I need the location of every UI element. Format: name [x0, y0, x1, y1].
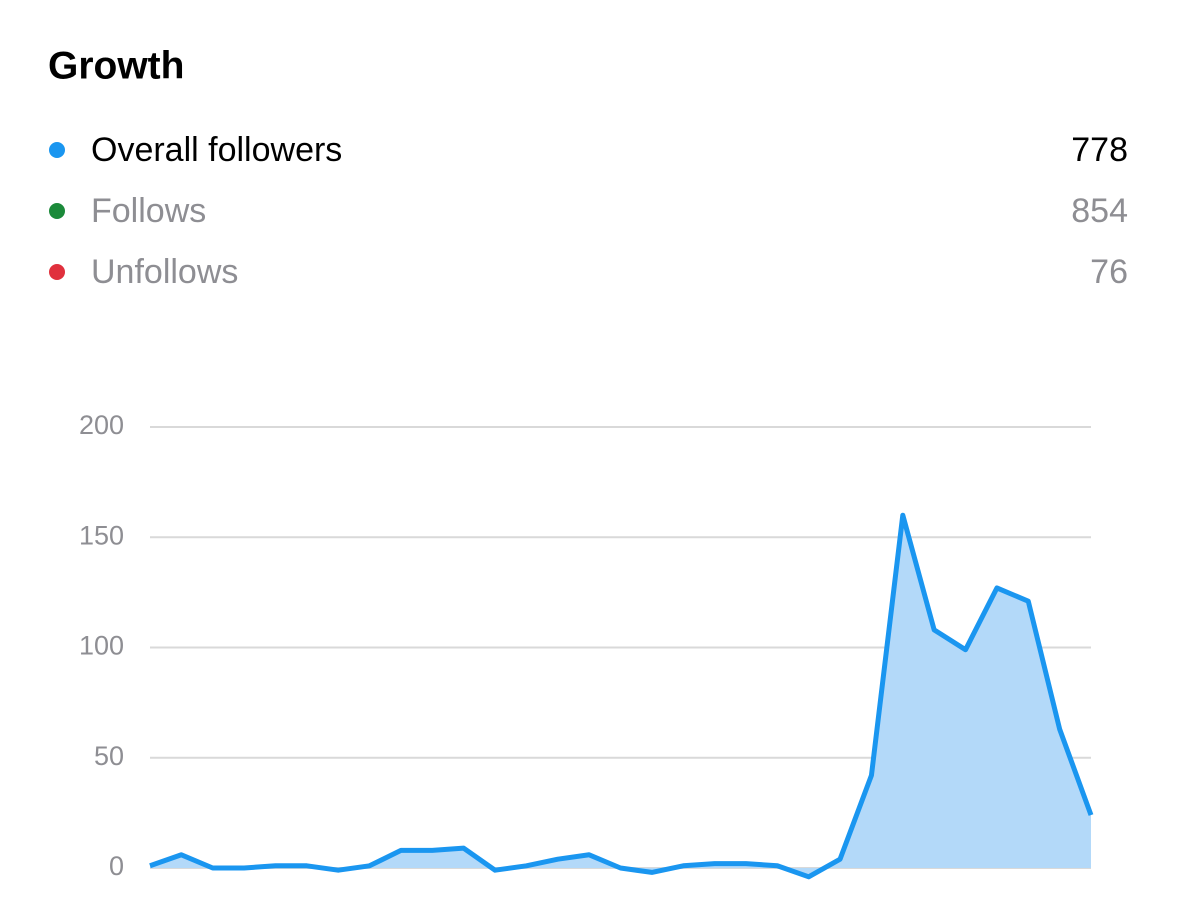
legend-value: 778 [1071, 131, 1128, 169]
legend-label[interactable]: Unfollows [91, 253, 238, 291]
legend-label[interactable]: Follows [91, 192, 206, 230]
legend-dot [49, 142, 65, 158]
area [150, 515, 1091, 877]
y-tick-label: 150 [79, 520, 124, 550]
y-tick-label: 100 [79, 631, 124, 661]
legend-dot [49, 264, 65, 280]
line [149, 512, 1094, 880]
y-tick-label: 0 [109, 851, 124, 881]
y-tick-label: 50 [94, 741, 124, 771]
y-tick-label: 200 [79, 410, 124, 440]
legend-label[interactable]: Overall followers [91, 131, 342, 169]
legend-value: 854 [1071, 192, 1128, 230]
title: Growth [48, 44, 184, 87]
legend-value: 76 [1090, 253, 1128, 291]
legend-dot [49, 203, 65, 219]
